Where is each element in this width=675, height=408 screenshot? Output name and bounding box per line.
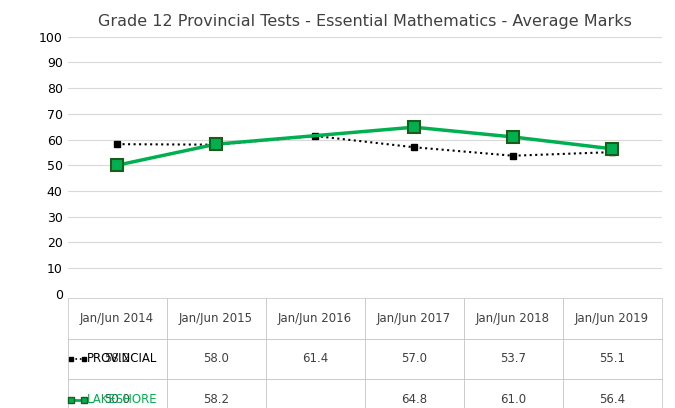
Text: PROVINCIAL: PROVINCIAL	[86, 353, 157, 365]
Text: LAKESHORE: LAKESHORE	[86, 393, 157, 406]
Title: Grade 12 Provincial Tests - Essential Mathematics - Average Marks: Grade 12 Provincial Tests - Essential Ma…	[98, 13, 631, 29]
